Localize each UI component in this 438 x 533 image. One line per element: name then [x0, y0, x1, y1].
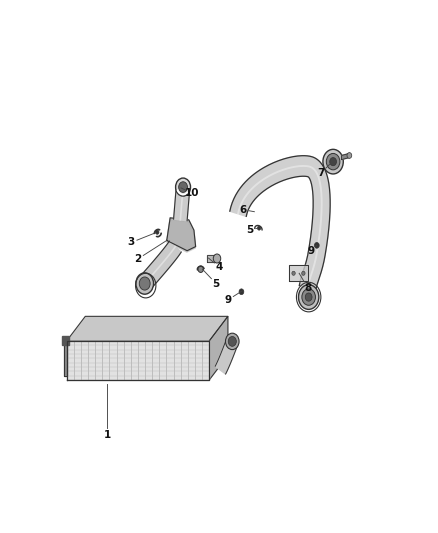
Polygon shape: [209, 317, 228, 380]
Text: 9: 9: [224, 295, 231, 305]
Circle shape: [292, 271, 295, 276]
Circle shape: [139, 277, 150, 290]
Circle shape: [226, 333, 239, 350]
Circle shape: [258, 226, 261, 230]
Text: 10: 10: [185, 188, 199, 198]
Polygon shape: [167, 220, 195, 252]
Text: 7: 7: [318, 168, 325, 177]
Text: 2: 2: [134, 254, 141, 264]
Text: 5: 5: [212, 279, 219, 288]
Polygon shape: [67, 317, 228, 341]
Circle shape: [136, 273, 154, 294]
Polygon shape: [230, 156, 330, 290]
Circle shape: [228, 336, 237, 346]
Text: 1: 1: [104, 430, 111, 440]
Polygon shape: [140, 241, 181, 290]
Circle shape: [330, 158, 336, 166]
Text: 8: 8: [304, 282, 311, 293]
Text: 9: 9: [307, 246, 314, 256]
Polygon shape: [167, 218, 196, 251]
Text: 5: 5: [246, 225, 254, 235]
Polygon shape: [207, 255, 216, 262]
Circle shape: [347, 152, 352, 158]
Circle shape: [326, 154, 340, 170]
Circle shape: [302, 289, 315, 305]
Circle shape: [179, 182, 187, 192]
Circle shape: [198, 266, 203, 272]
Polygon shape: [215, 338, 238, 374]
Text: 4: 4: [215, 262, 223, 272]
Polygon shape: [61, 336, 69, 345]
Circle shape: [239, 289, 244, 295]
Polygon shape: [173, 186, 190, 221]
Circle shape: [305, 293, 312, 301]
Text: 6: 6: [240, 205, 247, 215]
Circle shape: [298, 285, 319, 309]
Circle shape: [213, 254, 221, 263]
Circle shape: [323, 149, 343, 174]
Polygon shape: [342, 154, 350, 159]
Polygon shape: [289, 265, 308, 281]
Text: 3: 3: [127, 238, 135, 247]
Circle shape: [176, 178, 191, 196]
Circle shape: [155, 230, 159, 235]
Polygon shape: [67, 341, 209, 380]
Circle shape: [302, 271, 305, 276]
Circle shape: [314, 243, 319, 248]
Polygon shape: [64, 345, 67, 376]
